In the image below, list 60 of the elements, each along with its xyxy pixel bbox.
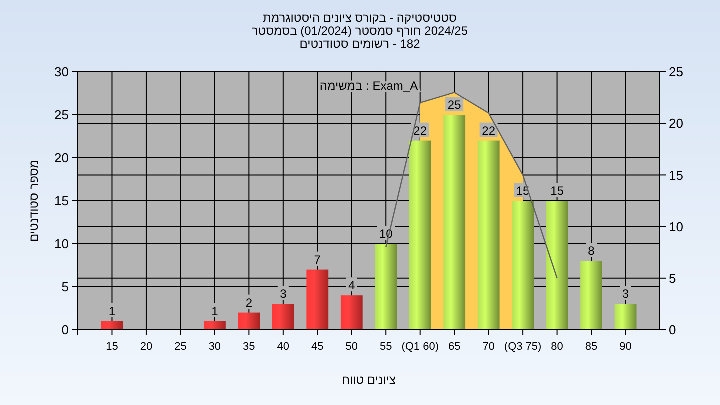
bar (444, 115, 466, 330)
x-tick-label: 70 (482, 341, 495, 353)
data-label: 22 (414, 124, 428, 138)
x-tick-label: 80 (551, 341, 564, 353)
data-label: 2 (246, 296, 253, 310)
data-label: 10 (379, 227, 394, 241)
y-tick-label: 20 (54, 150, 69, 166)
bar (204, 321, 226, 330)
x-tick-label: 35 (243, 341, 256, 353)
x-tick-label: 90 (620, 341, 632, 353)
data-label: 1 (212, 304, 219, 318)
x-tick-label: 40 (277, 341, 290, 353)
bar (238, 312, 260, 330)
bar (375, 244, 398, 330)
x-tick-label: 50 (346, 341, 358, 353)
y2-tick-label: 20 (669, 116, 684, 132)
data-label: 8 (588, 244, 596, 258)
x-tick-label: 85 (585, 341, 598, 353)
data-label: 7 (314, 252, 322, 267)
chart-title: סטטיסטיקה - בקורס ציונים היסטוגרמת (263, 11, 457, 25)
bar (272, 304, 294, 330)
y2-tick-label: 5 (669, 270, 676, 286)
y-tick-label: 0 (62, 322, 69, 338)
chart-subtitle: 2024/25 חורף סמסטר (01/2024) בסמסטר 182 - רשומים סטודנטים (252, 24, 468, 51)
y-tick-label: 10 (54, 236, 69, 252)
data-label: 1 (108, 304, 116, 318)
data-label: 3 (280, 287, 288, 302)
x-tick-label: 45 (312, 341, 324, 353)
x-axis-title: ציונים טווח (342, 373, 396, 387)
y-tick-label: 5 (62, 280, 69, 295)
data-label: 25 (448, 98, 462, 112)
y2-tick-label: 10 (669, 219, 684, 234)
bar (101, 321, 124, 330)
bar (614, 304, 637, 330)
data-label: 4 (348, 278, 356, 293)
x-tick-label: (Q1 60) (402, 341, 439, 353)
y-tick-label: 30 (54, 64, 69, 80)
bar (546, 201, 568, 330)
x-tick-label: (Q3 75) (504, 341, 542, 353)
bar (478, 140, 500, 330)
data-label: 22 (482, 124, 496, 138)
x-tick-label: 55 (380, 341, 392, 353)
bar (409, 140, 432, 330)
y-tick-label: 25 (54, 108, 69, 123)
x-tick-label: 30 (208, 341, 222, 353)
bar (580, 261, 602, 330)
x-tick-label: 15 (106, 341, 118, 353)
bar (306, 270, 329, 330)
x-tick-label: 65 (448, 341, 461, 353)
data-label: 15 (550, 184, 564, 198)
x-tick-label: 25 (174, 341, 187, 353)
y-axis-title: מספר סטודנטים (27, 160, 41, 242)
y2-tick-label: 15 (669, 168, 684, 183)
bar (512, 201, 534, 330)
data-label: 3 (622, 287, 630, 302)
y2-tick-label: 0 (669, 322, 676, 338)
y-tick-label: 15 (54, 194, 69, 209)
x-tick-label: 20 (140, 341, 153, 353)
y2-tick-label: 25 (669, 64, 684, 80)
bar (340, 296, 363, 330)
